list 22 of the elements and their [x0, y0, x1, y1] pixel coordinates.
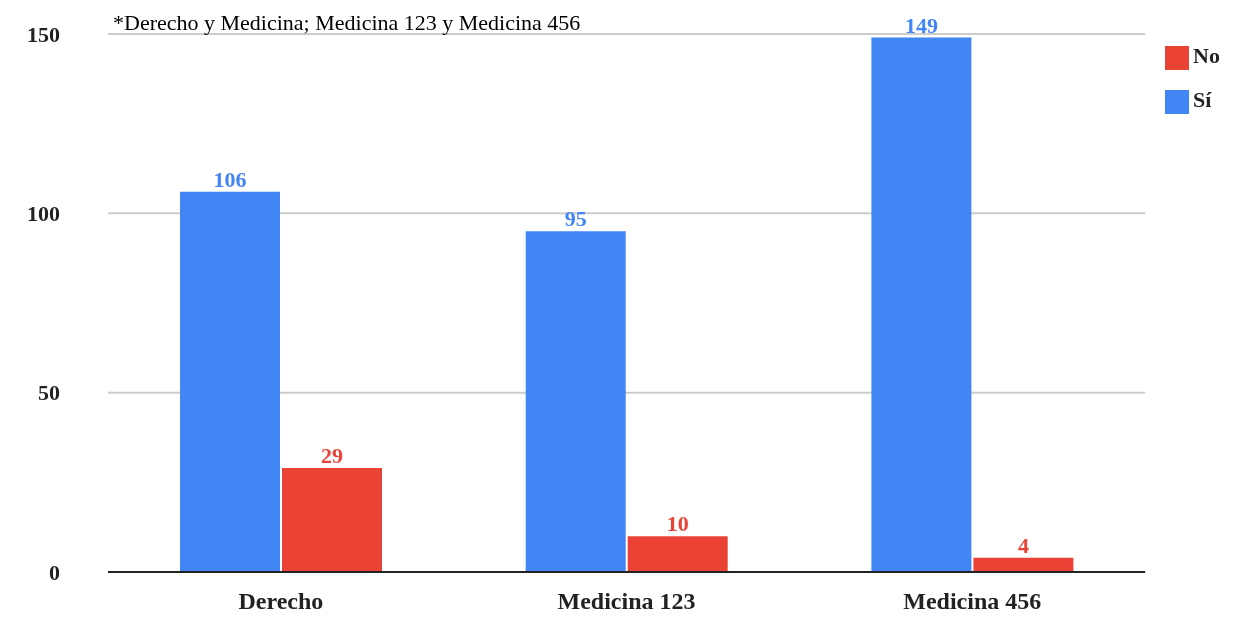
data-label: 95 — [564, 206, 587, 232]
y-tick-label: 100 — [27, 201, 60, 227]
x-tick-label: Derecho — [238, 588, 324, 615]
x-tick-label: Medicina 456 — [903, 588, 1042, 615]
y-tick-label: 50 — [38, 380, 60, 406]
bar — [627, 536, 728, 572]
annotation: *Derecho y Medicina; Medicina 123 y Medicina 456 — [113, 10, 581, 36]
data-label: 149 — [904, 12, 938, 38]
data-label: 10 — [666, 511, 689, 537]
data-label: 29 — [321, 442, 343, 468]
x-tick-label: Medicina 123 — [557, 588, 696, 615]
data-label: 106 — [213, 166, 247, 192]
y-tick-label: 0 — [49, 559, 60, 585]
bar — [525, 231, 626, 572]
bar — [282, 467, 382, 572]
bar — [871, 37, 972, 572]
legend-label: No — [1193, 43, 1220, 68]
bar — [180, 191, 280, 572]
y-tick-label: 150 — [27, 21, 60, 47]
legend-label: Sí — [1193, 87, 1212, 112]
data-label: 4 — [1017, 532, 1029, 558]
bar — [973, 557, 1074, 572]
